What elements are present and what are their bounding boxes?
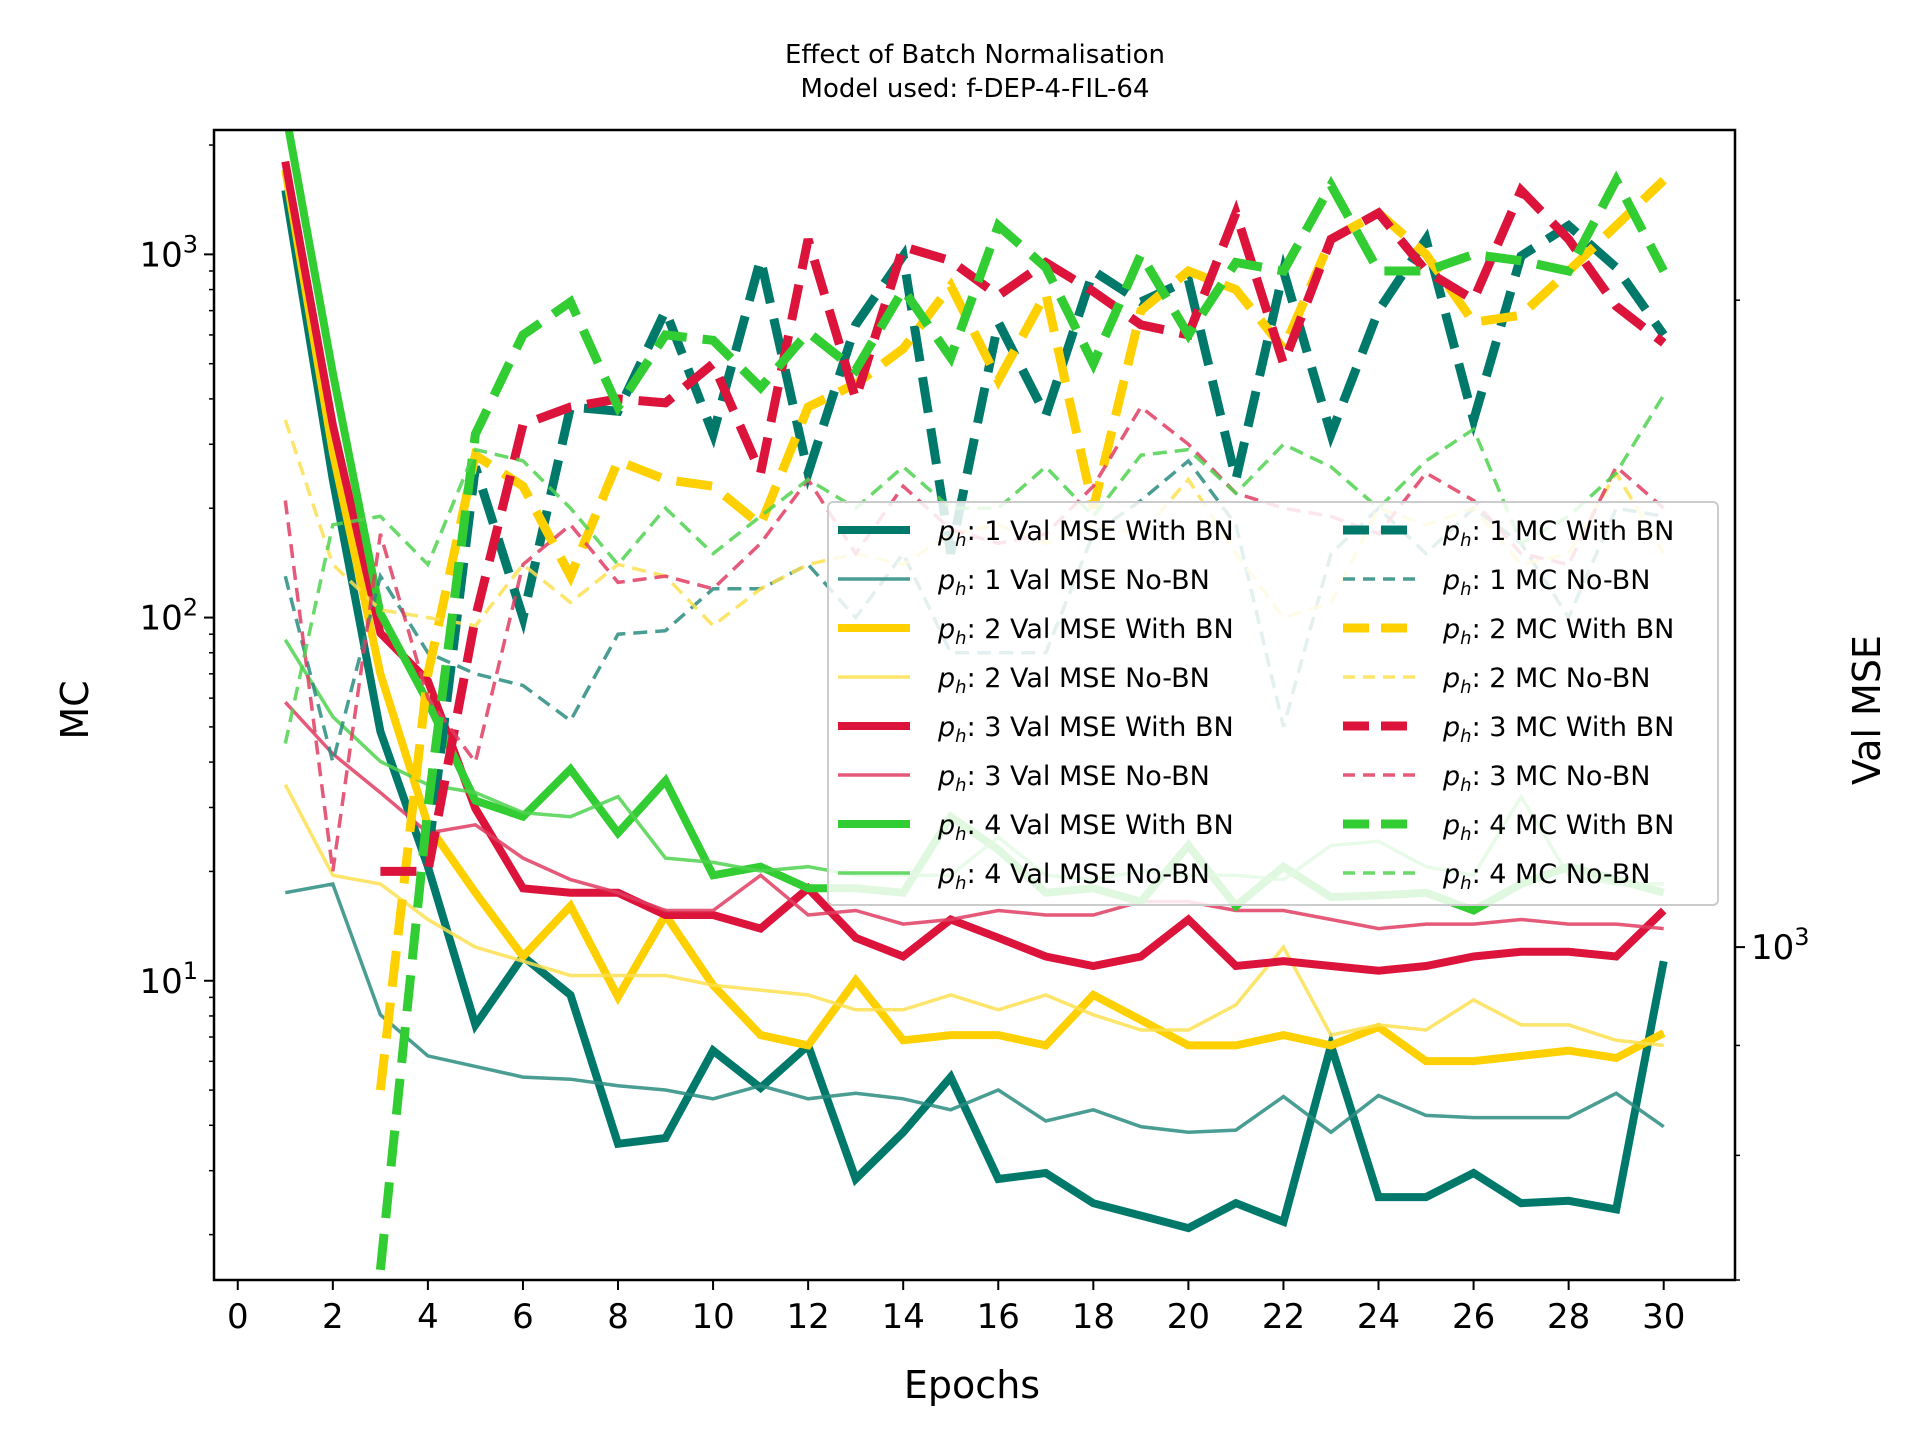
chart-subtitle: Model used: f-DEP-4-FIL-64	[801, 74, 1150, 104]
series-line-2	[284, 882, 1665, 1135]
series-line-6	[284, 701, 1664, 931]
y-tick-label-left: 101	[139, 957, 198, 1002]
legend-label: ph: 4 MC With BN	[1442, 810, 1674, 845]
legend-label: ph: 3 MC With BN	[1442, 712, 1674, 747]
plot-layer: 0 2 4 6 8 10 12 14 16 18 20 22 24 26 28 30101102103103p…	[139, 128, 1810, 1337]
plot-frame	[212, 128, 1737, 1282]
x-tick-label: 4	[417, 1297, 439, 1337]
y-axis-label-left: MC	[53, 680, 97, 739]
legend-label: ph: 4 Val MSE With BN	[937, 810, 1234, 845]
x-tick-label: 16	[977, 1297, 1020, 1337]
legend-label: ph: 4 MC No-BN	[1442, 859, 1650, 894]
series-line-15	[375, 170, 1668, 1271]
series-line-16	[283, 394, 1666, 744]
series-line-3	[281, 169, 1666, 1066]
y-axis-label-right: Val MSE	[1845, 635, 1889, 785]
x-tick-label: 26	[1452, 1297, 1495, 1337]
legend-label: ph: 3 Val MSE With BN	[937, 712, 1234, 747]
legend-label: ph: 3 MC No-BN	[1442, 761, 1650, 796]
series-line-5	[281, 160, 1667, 975]
y-tick-label-left: 102	[139, 594, 198, 639]
x-tick-label: 2	[322, 1297, 344, 1337]
x-tick-label: 22	[1262, 1297, 1305, 1337]
series-line-4	[283, 783, 1664, 1048]
x-tick-label: 6	[512, 1297, 534, 1337]
x-tick-label: 20	[1167, 1297, 1210, 1337]
x-tick-label: 18	[1072, 1297, 1115, 1337]
x-tick-label: 28	[1547, 1297, 1590, 1337]
x-axis-label: Epochs	[904, 1363, 1040, 1407]
chart-title: Effect of Batch Normalisation	[785, 40, 1165, 70]
legend-label: ph: 2 Val MSE No-BN	[937, 663, 1210, 698]
legend-box	[827, 501, 1719, 906]
legend-label: ph: 1 MC No-BN	[1442, 565, 1650, 600]
legend-label: ph: 2 MC No-BN	[1442, 663, 1650, 698]
series-line-1	[281, 189, 1668, 1233]
x-tick-label: 12	[787, 1297, 830, 1337]
legend-label: ph: 3 Val MSE No-BN	[937, 761, 1210, 796]
legend-label: ph: 2 MC With BN	[1442, 614, 1674, 649]
legend: ph: 1 Val MSE With BN ph: 1 Val MSE No-BN…	[827, 501, 1719, 906]
y-tick-label-left: 103	[139, 230, 198, 275]
x-tick-label: 30	[1642, 1297, 1685, 1337]
legend-label: ph: 4 Val MSE No-BN	[937, 859, 1210, 894]
x-tick-label: 8	[607, 1297, 629, 1337]
x-tick-label: 14	[882, 1297, 925, 1337]
legend-label: ph: 1 Val MSE With BN	[937, 516, 1234, 551]
x-tick-label: 0	[227, 1297, 249, 1337]
x-tick-label: 10	[691, 1297, 734, 1337]
x-tick-label: 24	[1357, 1297, 1400, 1337]
legend-label: ph: 1 Val MSE No-BN	[937, 565, 1210, 600]
y-tick-label-right: 103	[1751, 923, 1810, 968]
legend-label: ph: 2 Val MSE With BN	[937, 614, 1234, 649]
legend-label: ph: 1 MC With BN	[1442, 516, 1674, 551]
series-line-13	[380, 182, 1667, 876]
